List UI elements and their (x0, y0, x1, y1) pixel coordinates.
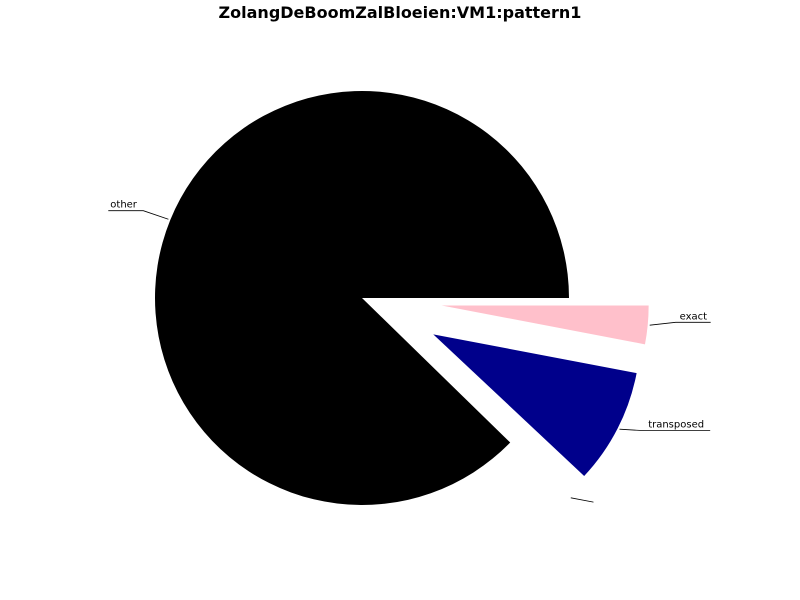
slice-label-transposed: transposed (648, 420, 704, 431)
leader-line-exact (649, 321, 711, 326)
pie-slice-exact (441, 305, 649, 345)
pie-slice-other (154, 90, 569, 506)
pie-slice-unlabeled (419, 353, 571, 498)
pie-slice-transposed (433, 334, 637, 477)
leader-line-other (108, 210, 169, 220)
leader-line-transposed (619, 428, 711, 432)
slice-label-other: other (110, 200, 138, 211)
leader-line-unlabeled (570, 497, 594, 503)
chart-title: ZolangDeBoomZalBloeien:VM1:pattern1 (218, 3, 582, 22)
slice-label-exact: exact (680, 311, 708, 322)
